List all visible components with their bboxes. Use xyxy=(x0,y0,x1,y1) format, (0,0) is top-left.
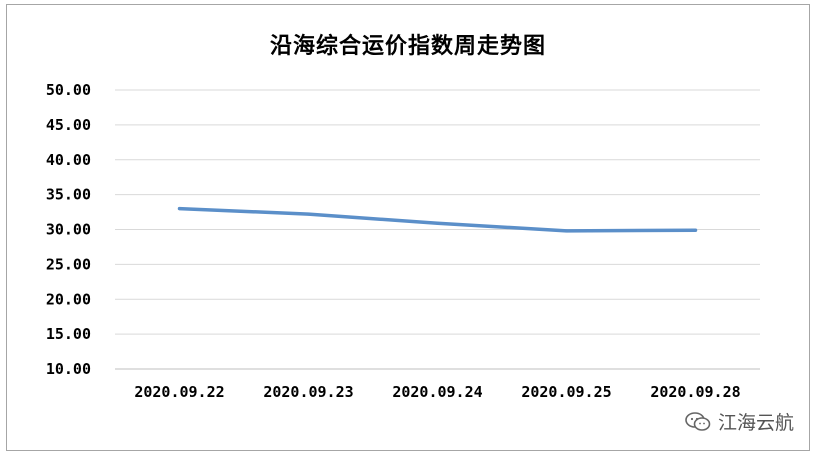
y-tick-label: 20.00 xyxy=(46,290,91,308)
data-point xyxy=(565,229,568,233)
chart-title: 沿海综合运价指数周走势图 xyxy=(269,33,546,59)
data-point xyxy=(178,207,181,211)
x-tick-label: 2020.09.25 xyxy=(521,383,611,401)
chart-frame xyxy=(6,4,810,451)
data-point xyxy=(694,228,697,232)
x-tick-label: 2020.09.24 xyxy=(392,383,482,401)
y-tick-label: 45.00 xyxy=(46,116,91,134)
y-tick-label: 30.00 xyxy=(46,221,91,239)
x-tick-label: 2020.09.22 xyxy=(134,383,224,401)
data-point xyxy=(436,221,439,225)
y-tick-label: 35.00 xyxy=(46,186,91,204)
watermark: 江海云航 xyxy=(684,408,794,435)
series-line xyxy=(177,206,698,233)
x-tick-label: 2020.09.28 xyxy=(650,383,740,401)
y-tick-label: 10.00 xyxy=(46,360,91,378)
y-tick-label: 40.00 xyxy=(46,151,91,169)
watermark-text: 江海云航 xyxy=(717,412,794,434)
y-tick-label: 25.00 xyxy=(46,255,91,273)
data-point xyxy=(307,212,310,216)
y-tick-label: 15.00 xyxy=(46,325,91,343)
x-tick-label: 2020.09.23 xyxy=(263,383,353,401)
y-tick-label: 50.00 xyxy=(46,81,91,99)
wechat-icon xyxy=(685,411,711,431)
